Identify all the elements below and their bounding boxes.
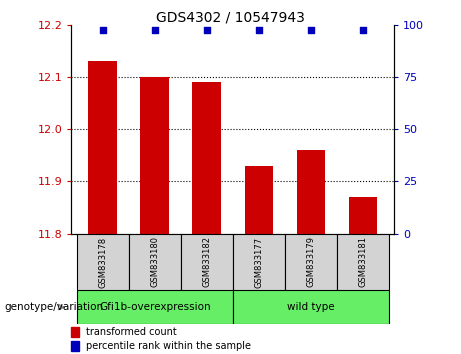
Bar — [233, 234, 285, 290]
Point — [203, 27, 211, 33]
Text: GSM833178: GSM833178 — [98, 236, 107, 287]
Bar — [337, 234, 389, 290]
Point — [255, 27, 262, 33]
Bar — [129, 234, 181, 290]
Bar — [193, 82, 221, 234]
Text: GSM833177: GSM833177 — [254, 236, 263, 287]
Bar — [233, 290, 389, 324]
Bar — [296, 150, 325, 234]
Text: GSM833182: GSM833182 — [202, 236, 211, 287]
Bar — [181, 234, 233, 290]
Text: Gfi1b-overexpression: Gfi1b-overexpression — [99, 302, 211, 312]
Point — [151, 27, 159, 33]
Bar — [285, 234, 337, 290]
Bar — [77, 290, 233, 324]
Text: genotype/variation: genotype/variation — [5, 302, 104, 312]
Text: transformed count: transformed count — [86, 327, 177, 337]
Bar — [77, 234, 129, 290]
Bar — [244, 166, 273, 234]
Point — [307, 27, 314, 33]
Point — [359, 27, 366, 33]
Bar — [141, 77, 169, 234]
Text: wild type: wild type — [287, 302, 335, 312]
Bar — [89, 61, 117, 234]
Text: GSM833181: GSM833181 — [358, 236, 367, 287]
Text: percentile rank within the sample: percentile rank within the sample — [86, 341, 251, 351]
Text: GSM833179: GSM833179 — [307, 236, 315, 287]
Text: GDS4302 / 10547943: GDS4302 / 10547943 — [156, 11, 305, 25]
Bar — [71, 341, 79, 351]
Bar — [349, 197, 377, 234]
Bar — [71, 327, 79, 337]
Text: GSM833180: GSM833180 — [150, 236, 159, 287]
Point — [99, 27, 106, 33]
